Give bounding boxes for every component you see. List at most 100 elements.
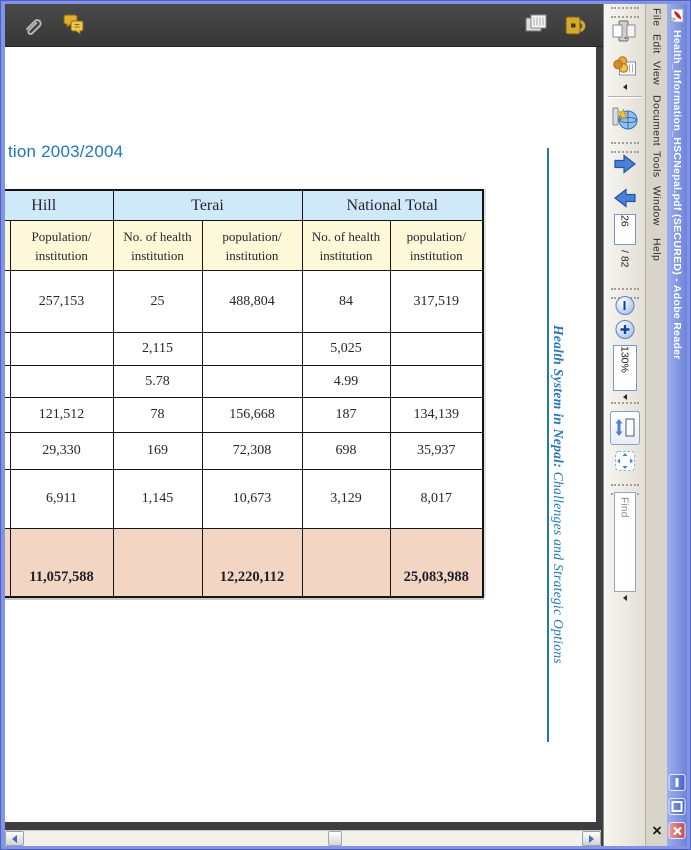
restore-icon xyxy=(671,801,683,812)
next-page-button[interactable] xyxy=(612,186,638,215)
paperclip-attachments-icon[interactable] xyxy=(19,12,47,45)
subheader-national-population: population/institution xyxy=(389,220,484,271)
scroll-mode-icon xyxy=(615,418,634,437)
table-cell: 10,673 xyxy=(201,469,303,529)
zoom-dropdown-arrow-icon[interactable] xyxy=(622,394,627,400)
zoom-level-input[interactable]: 130% xyxy=(612,345,637,391)
find-input[interactable]: Find xyxy=(613,492,636,592)
table-cell: 257,153 xyxy=(9,270,114,333)
close-document-button[interactable] xyxy=(652,822,661,840)
zoom-out-button[interactable] xyxy=(615,296,634,315)
menu-file[interactable]: File xyxy=(650,8,663,27)
zoom-level-value: 130% xyxy=(618,346,631,373)
table-cell: 121,512 xyxy=(9,397,114,433)
table-cell: 25 xyxy=(112,270,203,333)
table-total-row: 11,057,588 12,220,112 25,083,988 xyxy=(5,528,484,598)
page-copy-icon[interactable] xyxy=(524,13,550,42)
plus-icon xyxy=(620,325,629,334)
printer-icon xyxy=(612,20,635,42)
table-cell: 5,025 xyxy=(301,332,391,366)
subheader-hill-population: Population/institution xyxy=(9,220,114,271)
table-cell xyxy=(389,365,484,398)
table-row: 2,115 5,025 xyxy=(5,332,484,366)
close-icon xyxy=(652,826,661,835)
table-cell: 6,911 xyxy=(9,469,114,529)
title-bar[interactable]: Health_Information_HSCNepal.pdf (SECURED… xyxy=(667,4,687,846)
menu-tools[interactable]: Tools xyxy=(650,151,663,178)
zoom-in-button[interactable] xyxy=(615,320,634,339)
table-cell xyxy=(201,332,303,366)
side-caption: Health System in Nepal: Challenges and S… xyxy=(550,325,566,664)
table-cell: 35,937 xyxy=(389,432,484,470)
document-scrollbar[interactable] xyxy=(5,830,601,846)
restore-button[interactable] xyxy=(668,798,686,815)
navigation-panel-bar xyxy=(5,4,603,47)
menu-document[interactable]: Document xyxy=(650,95,663,147)
table-cell xyxy=(112,528,203,598)
table-cell: 3,129 xyxy=(301,469,391,529)
table-cell: 2,115 xyxy=(112,332,203,366)
table-cell xyxy=(301,528,391,598)
previous-page-arrow-icon xyxy=(613,154,636,174)
fit-page-icon xyxy=(614,451,635,471)
side-caption-italic: Challenges and Strategic Options xyxy=(551,468,566,664)
comments-notes-icon[interactable] xyxy=(61,12,87,45)
table-cell xyxy=(389,332,484,366)
security-lock-icon[interactable] xyxy=(563,13,593,42)
toolbar-divider xyxy=(607,96,642,97)
table-cell: 1,145 xyxy=(112,469,203,529)
table-cell: 72,308 xyxy=(201,432,303,470)
save-online-icon xyxy=(612,107,637,130)
fit-page-button[interactable] xyxy=(613,449,637,478)
menu-edit[interactable]: Edit xyxy=(650,34,663,54)
find-dropdown-arrow-icon[interactable] xyxy=(622,595,627,601)
table-cell: 698 xyxy=(301,432,391,470)
minimize-icon xyxy=(675,778,679,787)
subheader-national-no: No. of health institution xyxy=(301,220,391,271)
next-page-arrow-icon xyxy=(613,188,636,208)
close-icon xyxy=(672,826,682,835)
minimize-button[interactable] xyxy=(668,774,686,791)
scroll-arrow-right[interactable] xyxy=(582,831,601,846)
previous-page-button[interactable] xyxy=(612,152,638,181)
toolbar-grip[interactable] xyxy=(610,142,639,153)
right-arrow-icon xyxy=(589,834,594,843)
find-placeholder: Find xyxy=(618,497,631,518)
table-cell: 78 xyxy=(112,397,203,433)
close-window-button[interactable] xyxy=(668,822,686,839)
group-header-national: National Total xyxy=(301,189,484,221)
print-button[interactable] xyxy=(611,17,639,50)
scroll-arrow-left[interactable] xyxy=(5,831,24,846)
table-row: 29,330 169 72,308 698 35,937 xyxy=(5,432,484,470)
menu-help[interactable]: Help xyxy=(650,238,663,262)
group-header-hill: Hill xyxy=(5,189,114,221)
side-caption-rule xyxy=(547,148,549,742)
subheader-terai-no: No. of health institution xyxy=(112,220,203,271)
document-area: tion 2003/2004 Hill Terai National Total… xyxy=(5,4,603,846)
table-cell: 156,668 xyxy=(201,397,303,433)
page-number-input[interactable]: 26 xyxy=(613,214,636,245)
minus-icon xyxy=(623,301,626,310)
table-row: 121,512 78 156,668 187 134,139 xyxy=(5,397,484,433)
share-dropdown-arrow-icon[interactable] xyxy=(622,84,627,90)
table-cell: 11,057,588 xyxy=(9,528,114,598)
scrollbar-thumb[interactable] xyxy=(328,831,342,846)
table-cell xyxy=(201,365,303,398)
share-review-icon xyxy=(612,56,636,76)
pdf-app-icon xyxy=(670,8,685,29)
table-row: 5.78 4.99 xyxy=(5,365,484,398)
share-review-button[interactable] xyxy=(611,53,638,85)
table-cell xyxy=(9,332,114,366)
table-cell: 5.78 xyxy=(112,365,203,398)
scroll-mode-button[interactable] xyxy=(609,411,640,445)
save-online-button[interactable] xyxy=(610,102,640,139)
menu-window[interactable]: Window xyxy=(650,186,663,226)
table-cell: 84 xyxy=(301,270,391,333)
table-row: 6,911 1,145 10,673 3,129 8,017 xyxy=(5,469,484,529)
table-group-header-row: Hill Terai National Total xyxy=(5,189,484,221)
health-institutions-table: Hill Terai National Total n Population/i… xyxy=(5,189,484,598)
toolbar-grip[interactable] xyxy=(610,7,639,18)
menu-view[interactable]: View xyxy=(650,61,663,86)
table-cell: 29,330 xyxy=(9,432,114,470)
